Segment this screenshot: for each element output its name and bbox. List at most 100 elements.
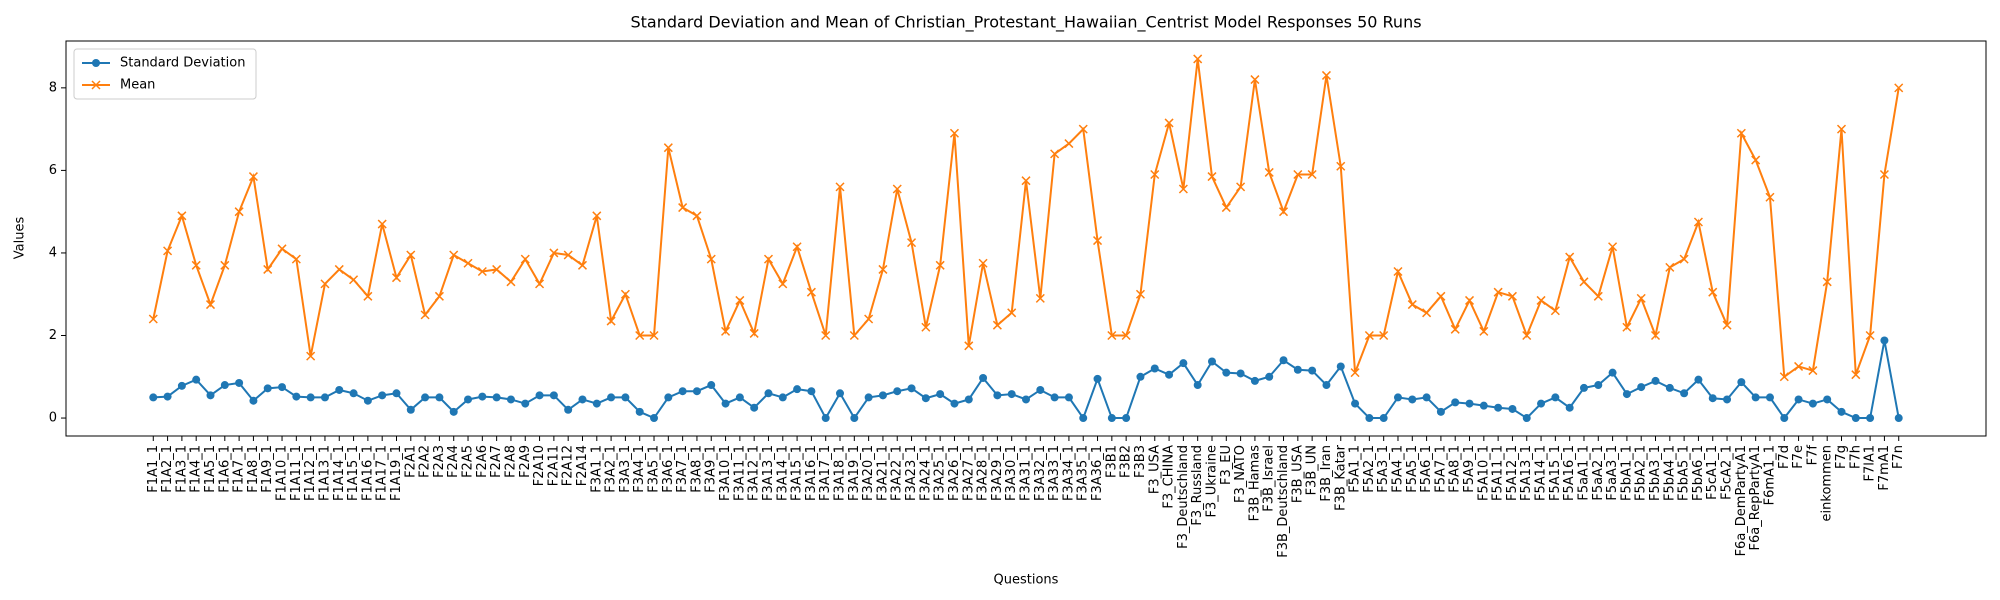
- point: [320, 393, 329, 402]
- y-tick-label: 0: [49, 411, 57, 426]
- x-tick-label: F1A8_1: [246, 445, 261, 493]
- point: [993, 391, 1002, 400]
- x-tick-label: F7f: [1805, 445, 1820, 466]
- point: [163, 246, 173, 256]
- point: [1050, 149, 1060, 159]
- x-tick-label: F1A17_1: [375, 445, 390, 501]
- point: [1465, 399, 1474, 408]
- point: [1164, 118, 1174, 128]
- point: [649, 330, 659, 341]
- point: [1537, 399, 1546, 408]
- point: [1494, 403, 1503, 412]
- point: [907, 384, 916, 393]
- point: [1708, 287, 1718, 297]
- point: [1193, 54, 1203, 64]
- point: [621, 393, 630, 402]
- x-tick-label: F2A10: [532, 445, 547, 486]
- x-tick-label: F1A2_1: [160, 445, 175, 493]
- point: [1593, 291, 1603, 301]
- chart-title: Standard Deviation and Mean of Christian…: [630, 13, 1421, 33]
- point: [1608, 368, 1617, 377]
- point: [1808, 399, 1817, 408]
- x-tick-label: F3B1: [1104, 445, 1119, 478]
- point: [1851, 414, 1860, 423]
- point: [892, 184, 902, 194]
- point: [449, 250, 459, 260]
- point: [821, 414, 830, 423]
- point: [1321, 70, 1331, 80]
- x-tick-label: F3A34_1: [1061, 445, 1076, 501]
- point: [149, 393, 158, 402]
- x-tick-label: F2A11: [546, 445, 561, 486]
- x-tick-label: F5A7_1: [1433, 445, 1448, 493]
- x-tick-label: F3A26_1: [947, 445, 962, 501]
- x-tick-label: F3B_Iran: [1319, 445, 1334, 502]
- point: [1508, 404, 1517, 413]
- point: [678, 203, 688, 213]
- point: [1379, 414, 1388, 423]
- point: [1422, 308, 1432, 318]
- point: [1608, 242, 1618, 252]
- point: [1293, 365, 1302, 374]
- point: [1107, 330, 1117, 341]
- point: [177, 211, 187, 221]
- x-tick-label: F6mA1_1: [1762, 445, 1777, 505]
- legend-label: Mean: [120, 78, 155, 93]
- point: [1579, 277, 1589, 287]
- point: [306, 393, 315, 402]
- x-tick-label: F3A22_1: [890, 445, 905, 501]
- point: [1693, 217, 1703, 227]
- point: [1622, 322, 1632, 332]
- point: [1879, 169, 1889, 180]
- point: [850, 414, 859, 423]
- point: [391, 273, 402, 283]
- x-tick-label: F5A13_1: [1519, 445, 1534, 501]
- y-tick-label: 4: [49, 245, 57, 260]
- point: [263, 264, 273, 274]
- x-tick-label: F3A9_1: [704, 445, 719, 493]
- x-tick-label: F3B_USA: [1290, 445, 1305, 503]
- point: [936, 390, 945, 399]
- x-tick-label: F3A36_1: [1090, 445, 1105, 501]
- point: [806, 287, 816, 297]
- point: [378, 391, 387, 400]
- x-tick-label: F3A14_1: [775, 445, 790, 501]
- point: [1780, 414, 1789, 423]
- y-axis-label: Values: [13, 217, 28, 260]
- point: [650, 414, 659, 423]
- x-tick-label: F7n: [1891, 445, 1906, 469]
- point: [663, 143, 673, 153]
- legend-label: Standard Deviation: [120, 56, 245, 71]
- x-tick-label: F1A9_1: [260, 445, 275, 493]
- point: [1250, 75, 1260, 85]
- point: [849, 330, 859, 341]
- x-tick-label: F5A11_1: [1491, 445, 1506, 501]
- point: [420, 310, 430, 320]
- point: [878, 391, 887, 400]
- x-tick-label: F5bA4_1: [1662, 445, 1677, 501]
- point: [1823, 395, 1832, 404]
- point: [721, 326, 731, 336]
- point: [392, 389, 401, 398]
- x-tick-label: F1A5_1: [203, 445, 218, 493]
- point: [735, 393, 744, 402]
- point: [249, 396, 258, 405]
- x-tick-label: F7lA1: [1863, 445, 1878, 482]
- x-tick-label: F3A29_1: [990, 445, 1005, 501]
- point: [234, 207, 244, 217]
- x-tick-label: F5aA3_1: [1605, 445, 1620, 501]
- point: [277, 244, 287, 254]
- x-tick-label: F1A10_1: [275, 445, 290, 501]
- point: [1393, 266, 1403, 277]
- x-tick-label: F3_NATO: [1233, 445, 1248, 503]
- point: [1822, 277, 1832, 287]
- point: [1193, 381, 1202, 390]
- point: [278, 383, 287, 392]
- point: [1122, 414, 1131, 423]
- x-tick-label: F3_CHINA: [1162, 445, 1177, 509]
- point: [1121, 330, 1131, 341]
- series-line: [153, 340, 1900, 421]
- x-tick-label: F1A12_1: [303, 445, 318, 501]
- point: [1236, 369, 1245, 378]
- x-tick-label: F3A33_1: [1047, 445, 1062, 501]
